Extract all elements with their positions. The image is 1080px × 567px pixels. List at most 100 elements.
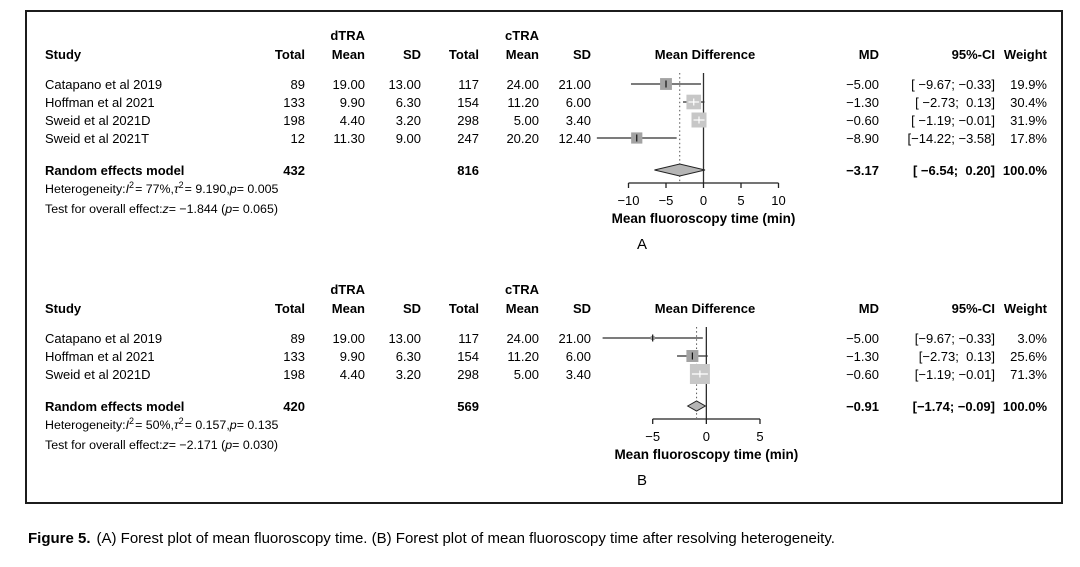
study-row: Hoffman et al 2021 133 9.90 6.30 154 11.… — [27, 93, 1061, 111]
dtra-total: 133 — [283, 94, 305, 110]
ctra-total: 154 — [457, 94, 479, 110]
study-row: Hoffman et al 2021 133 9.90 6.30 154 11.… — [27, 347, 1061, 365]
weight-value: 30.4% — [1010, 94, 1047, 110]
pooled-weight: 100.0% — [1002, 162, 1047, 178]
study-row: Sweid et al 2021T 12 11.30 9.00 247 20.2… — [27, 129, 1061, 147]
ci-col-header: 95%-CI — [951, 47, 995, 62]
total1-col-header: Total — [274, 47, 305, 62]
group2-header: cTRA — [505, 282, 539, 297]
ci-value: [ −9.67; −0.33] — [911, 76, 995, 92]
md-value: −0.60 — [846, 112, 879, 128]
dtra-sd: 9.00 — [395, 130, 421, 146]
mean2-col-header: Mean — [505, 301, 539, 316]
svg-text:A: A — [637, 236, 647, 253]
ctra-sd: 3.40 — [565, 366, 591, 382]
ctra-total: 247 — [457, 130, 479, 146]
figure-caption-text: (A) Forest plot of mean fluoroscopy time… — [96, 530, 835, 547]
dtra-sd: 13.00 — [388, 76, 421, 92]
dtra-mean: 11.30 — [333, 130, 365, 146]
figure-border-box: dTRA cTRA Study Total Mean SD Total Mean… — [25, 10, 1063, 504]
pooled-md: −0.91 — [846, 398, 879, 414]
sd1-col-header: SD — [402, 301, 421, 316]
sd2-col-header: SD — [572, 301, 591, 316]
random-effects-row: Random effects model 420 569 −0.91 [−1.7… — [27, 397, 1061, 415]
ci-value: [ −1.19; −0.01] — [911, 112, 995, 128]
study-name: Sweid et al 2021T — [45, 130, 150, 146]
total2-col-header: Total — [448, 301, 479, 316]
mean1-col-header: Mean — [331, 47, 365, 62]
weight-value: 25.6% — [1010, 348, 1047, 364]
pooled-weight: 100.0% — [1002, 398, 1047, 414]
overall-effect-line: Test for overall effect: z = −2.171 (p =… — [45, 438, 278, 452]
weight-value: 3.0% — [1017, 330, 1047, 346]
effect-col-header: Mean Difference — [654, 301, 756, 316]
overall-effect-line: Test for overall effect: z = −1.844 (p =… — [45, 202, 278, 216]
study-name: Catapano et al 2019 — [45, 330, 163, 346]
md-value: −0.60 — [846, 366, 879, 382]
study-row: Sweid et al 2021D 198 4.40 3.20 298 5.00… — [27, 365, 1061, 383]
ctra-mean: 11.20 — [507, 94, 539, 110]
pooled-ctra-total: 569 — [457, 398, 479, 414]
weight-col-header: Weight — [1003, 47, 1047, 62]
pooled-md: −3.17 — [846, 162, 879, 178]
ctra-mean: 5.00 — [513, 366, 539, 382]
md-value: −1.30 — [846, 348, 879, 364]
ctra-mean: 24.00 — [506, 76, 539, 92]
dtra-mean: 4.40 — [339, 366, 365, 382]
dtra-sd: 13.00 — [388, 330, 421, 346]
weight-col-header: Weight — [1003, 301, 1047, 316]
study-name: Hoffman et al 2021 — [45, 348, 155, 364]
dtra-total: 198 — [283, 112, 305, 128]
md-value: −8.90 — [846, 130, 879, 146]
random-effects-label: Random effects model — [45, 162, 185, 178]
study-row: Catapano et al 2019 89 19.00 13.00 117 2… — [27, 75, 1061, 93]
spacer — [27, 62, 1061, 75]
pooled-dtra-total: 432 — [283, 162, 305, 178]
weight-value: 71.3% — [1010, 366, 1047, 382]
ci-value: [−2.73; 0.13] — [918, 348, 995, 364]
study-name: Hoffman et al 2021 — [45, 94, 155, 110]
ci-value: [ −2.73; 0.13] — [915, 94, 995, 110]
ctra-mean: 5.00 — [513, 112, 539, 128]
weight-value: 19.9% — [1010, 76, 1047, 92]
ctra-mean: 11.20 — [507, 348, 539, 364]
forest-panel-a: dTRA cTRA Study Total Mean SD Total Mean… — [27, 28, 1061, 268]
weight-value: 17.8% — [1010, 130, 1047, 146]
ctra-total: 298 — [457, 112, 479, 128]
total1-col-header: Total — [274, 301, 305, 316]
weight-value: 31.9% — [1010, 112, 1047, 128]
effect-col-header: Mean Difference — [654, 47, 756, 62]
dtra-total: 12 — [290, 130, 305, 146]
spacer — [27, 316, 1061, 329]
figure-caption-label: Figure 5. — [28, 530, 91, 547]
study-row: Sweid et al 2021D 198 4.40 3.20 298 5.00… — [27, 111, 1061, 129]
dtra-mean: 4.40 — [339, 112, 365, 128]
dtra-mean: 19.00 — [332, 76, 365, 92]
dtra-sd: 6.30 — [395, 348, 421, 364]
dtra-mean: 9.90 — [339, 94, 365, 110]
dtra-sd: 3.20 — [395, 366, 421, 382]
mean1-col-header: Mean — [331, 301, 365, 316]
ctra-total: 117 — [458, 330, 479, 346]
ctra-sd: 21.00 — [558, 330, 591, 346]
ctra-total: 298 — [457, 366, 479, 382]
ctra-mean: 20.20 — [506, 130, 539, 146]
mean2-col-header: Mean — [505, 47, 539, 62]
spacer — [27, 383, 1061, 397]
random-effects-label: Random effects model — [45, 398, 185, 414]
group-header-row: dTRA cTRA — [27, 282, 1061, 297]
ctra-sd: 21.00 — [558, 76, 591, 92]
figure-caption: Figure 5. (A) Forest plot of mean fluoros… — [28, 530, 1058, 547]
ctra-total: 154 — [457, 348, 479, 364]
group1-header: dTRA — [330, 28, 365, 43]
ctra-mean: 24.00 — [506, 330, 539, 346]
md-value: −1.30 — [846, 94, 879, 110]
pooled-ci: [ −6.54; 0.20] — [912, 162, 995, 178]
column-header-row: Study Total Mean SD Total Mean SD Mean D… — [27, 43, 1061, 62]
ctra-sd: 6.00 — [565, 348, 591, 364]
md-value: −5.00 — [846, 330, 879, 346]
dtra-sd: 3.20 — [395, 112, 421, 128]
pooled-ci: [−1.74; −0.09] — [912, 398, 995, 414]
